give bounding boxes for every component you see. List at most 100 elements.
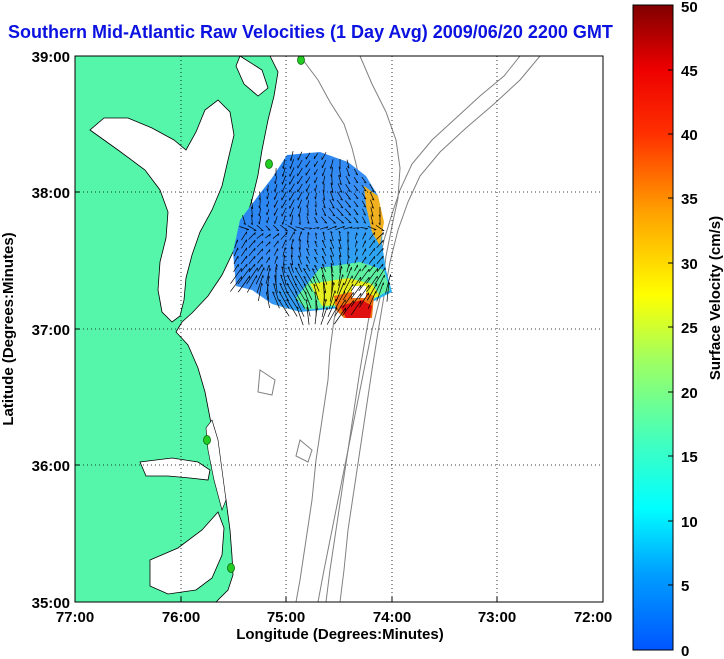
velocity-arrow [280,274,288,294]
velocity-arrow [305,299,311,317]
velocity-arrowhead [286,232,288,235]
albemarle-sound [139,457,211,481]
velocity-arrow [361,200,367,208]
velocity-arrowhead [269,267,271,271]
velocity-arrowhead [297,263,301,266]
velocity-arrow [376,247,384,257]
velocity-arrow [328,216,336,224]
velocity-arrow [370,207,374,217]
velocity-arrow [328,290,336,310]
velocity-arrowhead [355,221,359,223]
velocity-arrowhead [276,264,278,267]
velocity-arrowhead [282,166,284,169]
velocity-arrowhead [287,266,291,269]
velocity-arrow [274,208,278,216]
velocity-arrow [281,239,287,249]
velocity-arrowhead [338,230,341,234]
velocity-arrowhead [330,255,333,258]
velocity-arrowhead [314,256,317,259]
velocity-arrowhead [330,182,333,186]
velocity-arrowhead [269,241,271,245]
velocity-arrow [353,185,359,191]
station-marker [227,563,235,573]
velocity-arrowhead [286,283,290,286]
velocity-arrowhead [356,240,358,244]
velocity-arrow [376,282,384,302]
velocity-arrow [320,216,328,224]
velocity-arrow [314,161,318,167]
velocity-arrow [311,268,321,284]
velocity-arrowhead [309,227,312,230]
velocity-arrowhead [323,214,327,217]
velocity-arrowhead [303,283,307,286]
velocity-arrow [297,191,303,201]
velocity-arrowhead [355,181,359,184]
velocity-arrow [290,239,294,249]
velocity-arrow [354,264,358,272]
velocity-arrow [329,191,335,201]
velocity-arrow [369,248,375,256]
colorbar-tick-label: 40 [681,127,698,144]
velocity-arrowhead [320,266,324,270]
velocity-arrow [297,151,303,161]
velocity-arrow [306,192,310,200]
velocity-arrow [289,207,295,217]
velocity-arrowhead [390,274,392,278]
velocity-arrowhead [347,247,350,250]
velocity-arrow [362,208,366,216]
velocity-arrow [344,208,352,216]
velocity-arrow [278,299,290,317]
velocity-arrow [358,276,370,292]
velocity-arrowhead [314,291,317,295]
velocity-arrow [353,209,359,215]
velocity-arrow [257,248,263,256]
velocity-arrow [290,215,294,225]
x-tick-label: 77:00 [56,609,94,626]
velocity-arrow [272,233,280,239]
velocity-arrow [248,248,256,256]
velocity-arrow [362,240,366,248]
velocity-arrow [375,224,385,232]
velocity-arrow [370,199,374,209]
velocity-arrowhead [321,274,325,278]
velocity-arrow [305,256,311,264]
velocity-arrow [376,232,384,240]
velocity-arrow [337,191,343,201]
axis-ticks [75,191,498,602]
velocity-arrow [322,231,326,241]
velocity-arrow [313,283,319,301]
velocity-arrow [321,256,327,264]
velocity-arrowhead [329,247,333,250]
x-tick-label: 73:00 [478,609,516,626]
velocity-arrow [369,191,375,201]
velocity-arrowhead [294,275,298,278]
velocity-arrowhead [382,240,384,243]
velocity-arrow [333,307,347,325]
velocity-arrow [265,241,271,247]
velocity-arrow [386,282,390,302]
velocity-arrowhead [347,166,350,169]
velocity-arrowhead [306,248,309,251]
velocity-arrow [248,263,256,273]
velocity-arrowhead [388,282,391,285]
velocity-arrowhead [324,222,327,224]
velocity-arrow [338,266,342,286]
velocity-arrow [362,248,366,256]
velocity-arrow [233,264,239,272]
colorbar-tick-label: 25 [681,320,698,337]
velocity-arrow [230,268,242,284]
velocity-arrow [345,192,351,200]
velocity-arrowhead [356,248,358,252]
velocity-arrow [306,216,310,224]
velocity-arrowhead [290,222,292,226]
velocity-arrow [327,225,337,231]
velocity-arrowhead [332,214,336,217]
velocity-arrowhead [348,206,351,208]
velocity-arrowhead [266,204,268,208]
velocity-arrow [266,208,270,216]
velocity-arrowhead [363,189,367,192]
velocity-arrow [329,247,335,257]
velocity-arrowhead [281,266,284,269]
velocity-arrowhead [306,205,308,208]
velocity-arrow [297,175,303,185]
